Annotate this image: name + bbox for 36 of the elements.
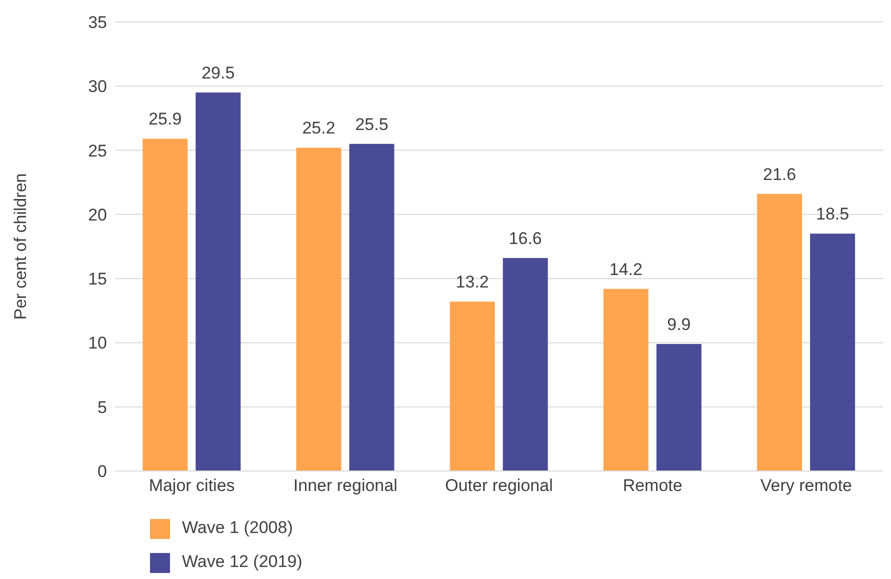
y-tick-label: 20 — [88, 205, 107, 224]
data-label: 25.5 — [355, 114, 388, 134]
y-tick-label: 30 — [88, 77, 107, 96]
y-axis-title: Per cent of children — [11, 173, 30, 320]
bar — [810, 234, 856, 471]
x-tick-label: Outer regional — [445, 476, 553, 496]
data-label: 14.2 — [609, 260, 642, 279]
bar — [450, 302, 495, 471]
x-tick-label: Very remote — [760, 476, 852, 496]
y-tick-label: 25 — [88, 141, 107, 160]
data-label: 9.9 — [667, 314, 691, 334]
bar — [296, 148, 342, 471]
data-label: 25.9 — [148, 110, 182, 129]
x-tick-label: Major cities — [148, 476, 235, 496]
y-tick-label: 35 — [88, 13, 107, 32]
bar — [349, 144, 394, 471]
y-tick-label: 10 — [88, 334, 107, 353]
data-label: 18.5 — [816, 204, 850, 224]
data-label: 25.2 — [302, 118, 336, 138]
data-label: 29.5 — [202, 64, 235, 83]
bar — [142, 138, 188, 471]
y-tick-label: 15 — [88, 270, 107, 289]
bar — [502, 258, 548, 471]
bar — [656, 344, 702, 471]
legend-label: Wave 12 (2019) — [182, 552, 302, 571]
bar — [196, 92, 241, 471]
data-label: 21.6 — [763, 164, 796, 184]
bar — [603, 288, 648, 471]
bar — [757, 194, 802, 471]
x-tick-label: Inner regional — [293, 476, 398, 496]
y-tick-label: 0 — [98, 462, 107, 482]
x-tick-label: Remote — [622, 476, 682, 496]
legend-label: Wave 1 (2008) — [182, 518, 293, 537]
y-tick-label: 5 — [98, 398, 107, 417]
data-label: 16.6 — [508, 229, 542, 248]
data-label: 13.2 — [456, 272, 489, 292]
